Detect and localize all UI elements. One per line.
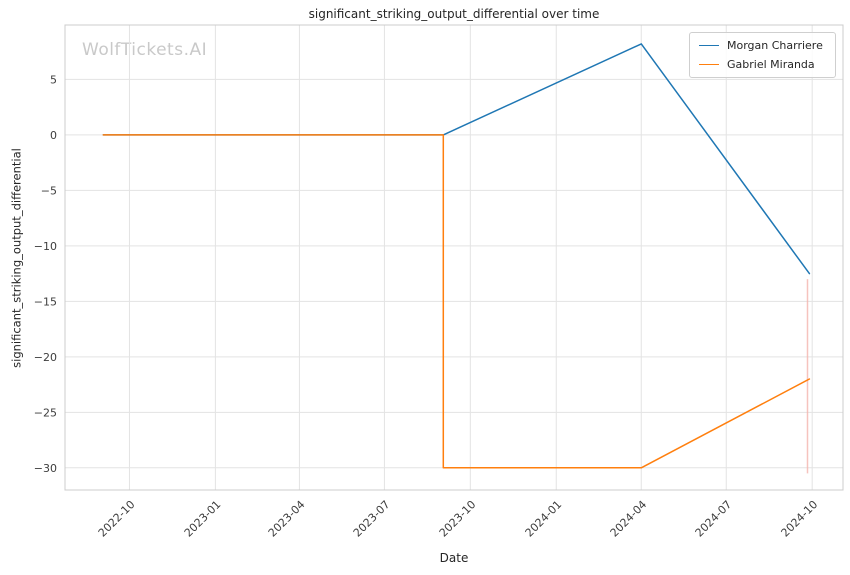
y-tick-label: −10 [34,240,57,253]
y-tick-label: 0 [50,129,57,142]
legend-line-swatch [699,64,719,65]
x-tick-label: 2023-04 [266,498,308,540]
legend-label: Gabriel Miranda [727,58,815,71]
chart-title: significant_striking_output_differential… [308,7,600,21]
legend-item: Gabriel Miranda [699,58,826,71]
series-line-morgan-charriere [102,43,811,275]
y-axis-label: significant_striking_output_differential [9,148,24,368]
x-tick-label: 2023-07 [351,498,393,540]
x-tick-label: 2023-01 [182,498,224,540]
legend-label: Morgan Charriere [727,39,823,52]
y-tick-label: −20 [34,351,57,364]
x-tick-label: 2022-10 [96,498,138,540]
y-tick-label: −15 [34,295,57,308]
x-tick-label: 2024-07 [693,498,735,540]
series-line-gabriel-miranda [102,134,811,469]
x-tick-label: 2024-01 [523,498,565,540]
x-tick-label: 2024-10 [779,498,821,540]
y-tick-label: 5 [50,73,57,86]
legend: Morgan Charriere Gabriel Miranda [689,32,836,78]
legend-item: Morgan Charriere [699,39,826,52]
x-axis-label: Date [439,551,469,565]
y-tick-label: −30 [34,462,57,475]
y-tick-label: −25 [34,406,57,419]
legend-line-swatch [699,45,719,46]
plot-border [64,24,844,491]
x-tick-label: 2023-10 [437,498,479,540]
y-tick-label: −5 [41,184,57,197]
watermark: WolfTickets.AI [82,40,208,60]
x-tick-label: 2024-04 [608,498,650,540]
